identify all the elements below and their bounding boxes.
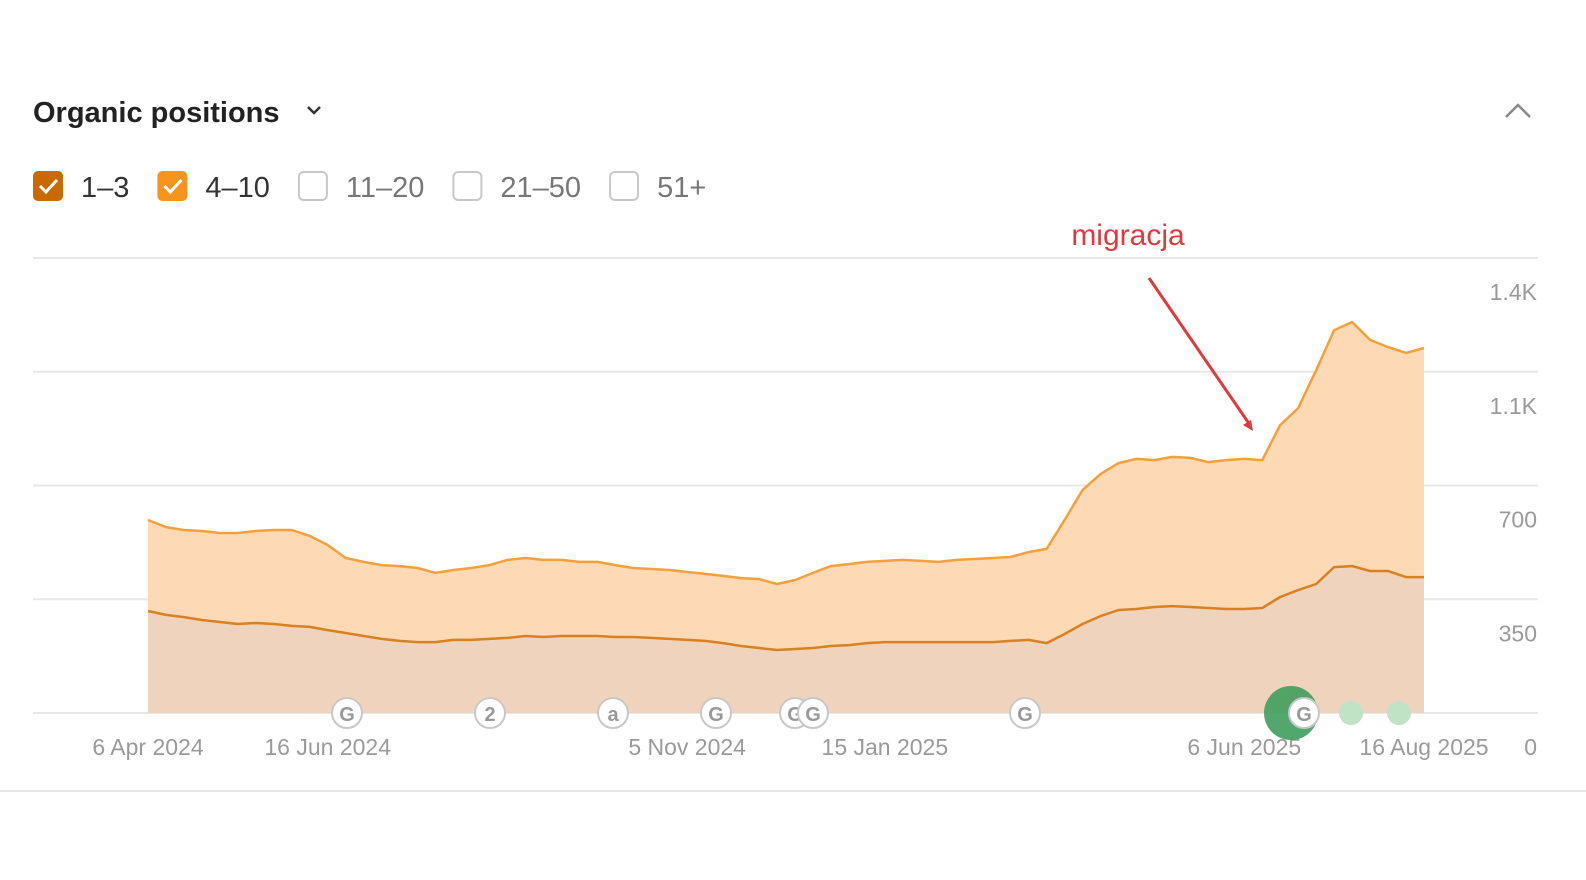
chart-title: Organic positions xyxy=(33,97,280,129)
x-tick-label: 16 Aug 2025 xyxy=(1359,734,1488,760)
x-tick-label: 16 Jun 2024 xyxy=(264,734,391,760)
x-tick-label: 6 Apr 2024 xyxy=(92,734,203,760)
checkbox-checked xyxy=(33,171,63,201)
legend: 1–3 4–10 11–20 21–50 51+ xyxy=(33,171,706,204)
annotation-arrowhead xyxy=(1243,420,1253,431)
legend-item[interactable]: 21–50 xyxy=(452,171,581,204)
event-marker[interactable] xyxy=(331,697,363,729)
event-marker[interactable] xyxy=(700,697,732,729)
annotation: migracja xyxy=(1071,219,1185,252)
collapse-chevron[interactable] xyxy=(1505,103,1531,118)
legend-label: 1–3 xyxy=(81,172,129,204)
event-marker[interactable] xyxy=(474,697,506,729)
area xyxy=(148,566,1424,713)
event-dot xyxy=(1339,701,1363,725)
line xyxy=(147,320,1425,586)
checkbox xyxy=(452,171,483,201)
legend-label: 11–20 xyxy=(346,172,425,204)
event-dot xyxy=(1387,701,1411,725)
annotation-arrow xyxy=(1147,277,1252,426)
checkbox xyxy=(297,171,328,201)
y-tick-label: 0 xyxy=(1524,734,1537,760)
legend-label: 51+ xyxy=(657,172,706,204)
checkmark xyxy=(163,178,183,195)
plot: 0 350 700 1.1K 1.4K 6 Apr 2024 16 Jun 2024 5 No… xyxy=(33,257,1538,760)
event-label: G xyxy=(708,704,724,726)
legend-item[interactable]: 11–20 xyxy=(297,171,425,204)
y-tick-label: 1.1K xyxy=(1490,393,1538,419)
checkbox xyxy=(609,171,640,201)
event-label: G xyxy=(1017,704,1033,726)
event-marker[interactable] xyxy=(797,697,829,729)
event-label: G xyxy=(339,704,355,726)
event-marker[interactable] xyxy=(597,697,629,729)
event-label: 2 xyxy=(484,704,495,726)
legend-item[interactable]: 4–10 xyxy=(157,171,270,204)
y-tick-label: 350 xyxy=(1499,620,1537,646)
legend-label: 21–50 xyxy=(500,172,581,204)
event-label: G xyxy=(1296,704,1312,726)
area xyxy=(148,322,1424,650)
event-marker[interactable] xyxy=(1288,697,1320,729)
x-tick-label: 15 Jan 2025 xyxy=(822,734,949,760)
checkmark xyxy=(38,178,59,195)
dropdown-chevron[interactable] xyxy=(307,106,321,115)
y-tick-label: 700 xyxy=(1499,507,1537,533)
legend-item[interactable]: 1–3 xyxy=(33,171,129,204)
legend-label: 4–10 xyxy=(205,172,270,204)
event-label: G xyxy=(805,704,821,726)
legend-item[interactable]: 51+ xyxy=(609,171,706,204)
checkbox-checked xyxy=(157,171,188,201)
event-marker[interactable] xyxy=(1009,697,1041,729)
x-tick-label: 5 Nov 2024 xyxy=(628,734,746,760)
event-label: a xyxy=(607,704,619,726)
y-tick-label: 1.4K xyxy=(1490,279,1538,305)
line xyxy=(147,564,1424,652)
